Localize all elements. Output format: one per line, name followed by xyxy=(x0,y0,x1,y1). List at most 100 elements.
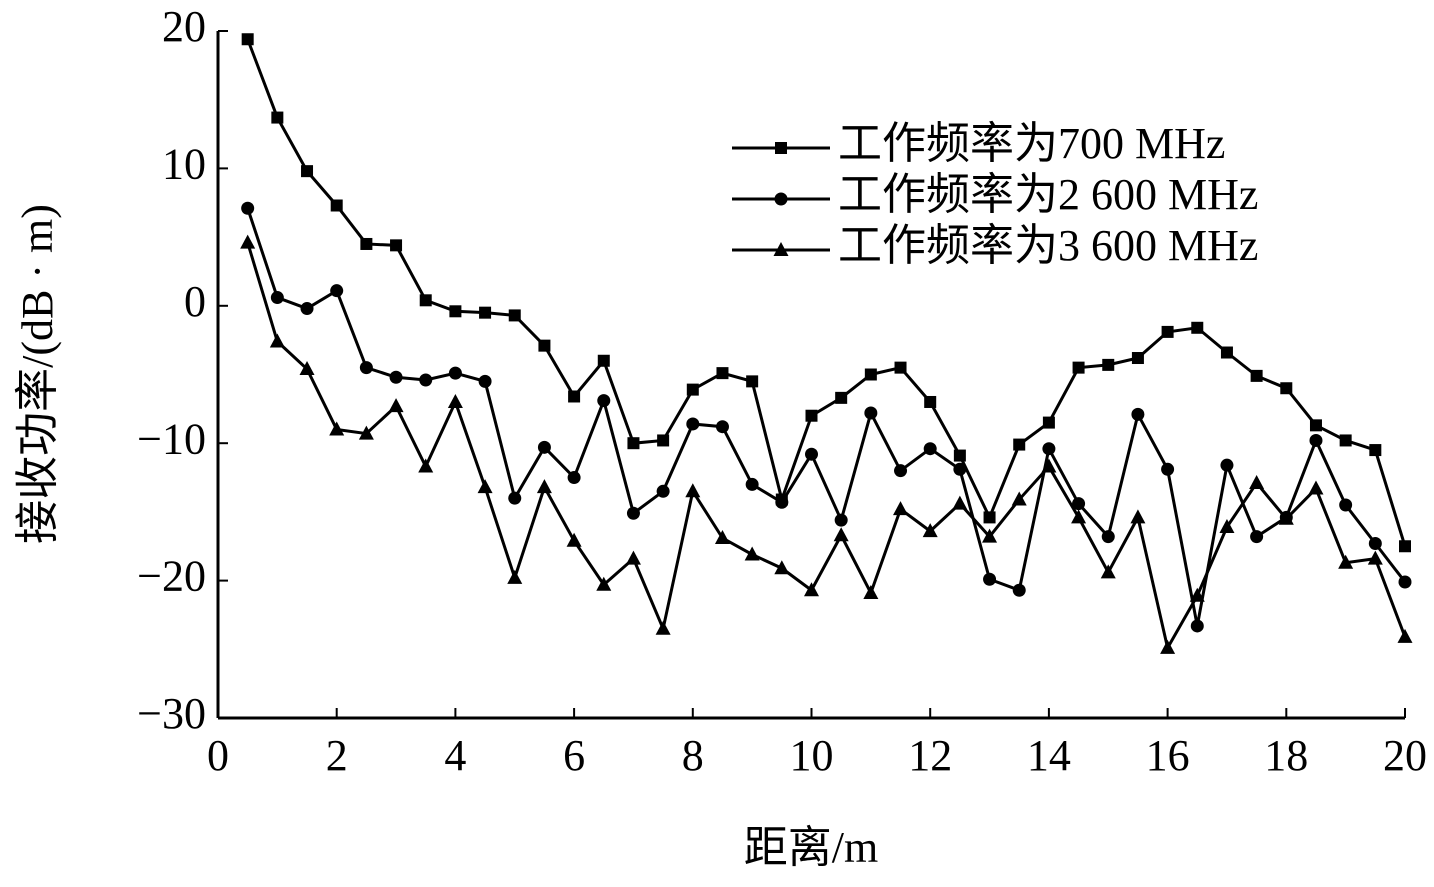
data-point xyxy=(1042,416,1055,429)
data-point xyxy=(922,523,938,538)
x-tick-label: 20 xyxy=(1383,731,1427,780)
y-tick-label: −30 xyxy=(137,689,206,738)
data-point xyxy=(1368,537,1382,551)
data-point xyxy=(597,394,611,408)
data-point xyxy=(1280,382,1293,395)
legend-label: 工作频率为2 600 MHz xyxy=(838,170,1258,219)
data-point xyxy=(419,373,433,387)
data-point xyxy=(449,305,462,318)
data-point xyxy=(1399,540,1411,553)
data-point xyxy=(1250,530,1264,544)
data-point xyxy=(774,560,790,575)
data-point xyxy=(1013,438,1026,451)
data-point xyxy=(390,239,403,252)
data-point xyxy=(834,513,848,527)
y-tick-label: 0 xyxy=(184,277,206,326)
legend-marker xyxy=(773,242,789,256)
data-point xyxy=(1161,462,1175,476)
data-point xyxy=(507,569,523,584)
data-point xyxy=(299,361,315,376)
data-point xyxy=(1250,369,1263,382)
data-point xyxy=(833,527,849,542)
data-point xyxy=(1041,458,1057,473)
x-tick-label: 0 xyxy=(207,731,229,780)
y-tick-label: 10 xyxy=(162,139,206,188)
data-point xyxy=(804,582,819,597)
data-point xyxy=(1339,498,1353,512)
data-point xyxy=(1308,480,1324,495)
data-point xyxy=(1191,321,1204,334)
data-point xyxy=(419,294,432,307)
data-point xyxy=(1071,509,1087,524)
data-point xyxy=(477,479,493,494)
data-point xyxy=(894,464,908,478)
data-point xyxy=(626,506,640,520)
data-point xyxy=(536,479,552,494)
data-point xyxy=(864,406,878,420)
data-point xyxy=(567,471,581,485)
data-point xyxy=(300,302,314,316)
x-tick-label: 10 xyxy=(790,731,834,780)
data-point xyxy=(805,409,818,422)
data-point xyxy=(686,417,700,431)
data-point xyxy=(1339,434,1352,447)
data-point xyxy=(863,584,879,599)
data-point xyxy=(745,477,759,491)
data-point xyxy=(1101,530,1115,544)
data-point xyxy=(625,550,641,565)
data-point xyxy=(596,576,612,591)
data-point xyxy=(655,620,671,635)
data-point xyxy=(388,398,404,413)
data-point xyxy=(241,33,254,46)
x-axis-label: 距离/m xyxy=(744,823,878,872)
data-point xyxy=(1338,554,1354,569)
legend-marker xyxy=(774,192,788,206)
x-tick-label: 2 xyxy=(326,731,348,780)
x-tick-label: 8 xyxy=(682,731,704,780)
data-point xyxy=(1102,358,1115,371)
data-point xyxy=(301,165,314,178)
data-point xyxy=(983,572,997,586)
data-point xyxy=(508,309,521,322)
data-point xyxy=(271,111,284,124)
x-tick-label: 16 xyxy=(1146,731,1190,780)
x-tick-label: 14 xyxy=(1027,731,1071,780)
legend-marker xyxy=(775,142,787,154)
data-point xyxy=(538,339,551,352)
data-point xyxy=(983,511,996,524)
data-point xyxy=(1369,444,1382,457)
data-point xyxy=(1367,550,1383,565)
data-point xyxy=(744,546,760,561)
data-point xyxy=(597,354,610,367)
data-point xyxy=(1011,491,1027,506)
data-point xyxy=(924,395,937,408)
data-point xyxy=(537,440,551,454)
y-axis-label: 接收功率/(dB · m) xyxy=(13,204,62,544)
data-point xyxy=(894,361,907,374)
data-point xyxy=(1131,352,1144,365)
data-point xyxy=(1398,575,1412,589)
data-point xyxy=(359,361,373,375)
data-point xyxy=(716,367,729,380)
data-point xyxy=(1042,442,1056,456)
data-point xyxy=(657,434,670,447)
data-point xyxy=(746,375,759,388)
data-point xyxy=(1219,519,1235,534)
data-point xyxy=(508,491,522,505)
data-point xyxy=(1012,583,1026,597)
data-point xyxy=(685,483,701,498)
data-point xyxy=(418,458,434,473)
data-point xyxy=(1160,639,1176,654)
y-tick-label: 20 xyxy=(162,2,206,51)
x-tick-label: 12 xyxy=(908,731,952,780)
data-point xyxy=(714,530,730,545)
data-point xyxy=(448,366,462,380)
x-tick-label: 18 xyxy=(1264,731,1308,780)
data-point xyxy=(1309,419,1322,432)
data-point xyxy=(1131,407,1145,421)
data-point xyxy=(270,291,284,305)
data-point xyxy=(1278,510,1294,525)
data-point xyxy=(330,199,343,212)
data-point xyxy=(1397,628,1413,643)
